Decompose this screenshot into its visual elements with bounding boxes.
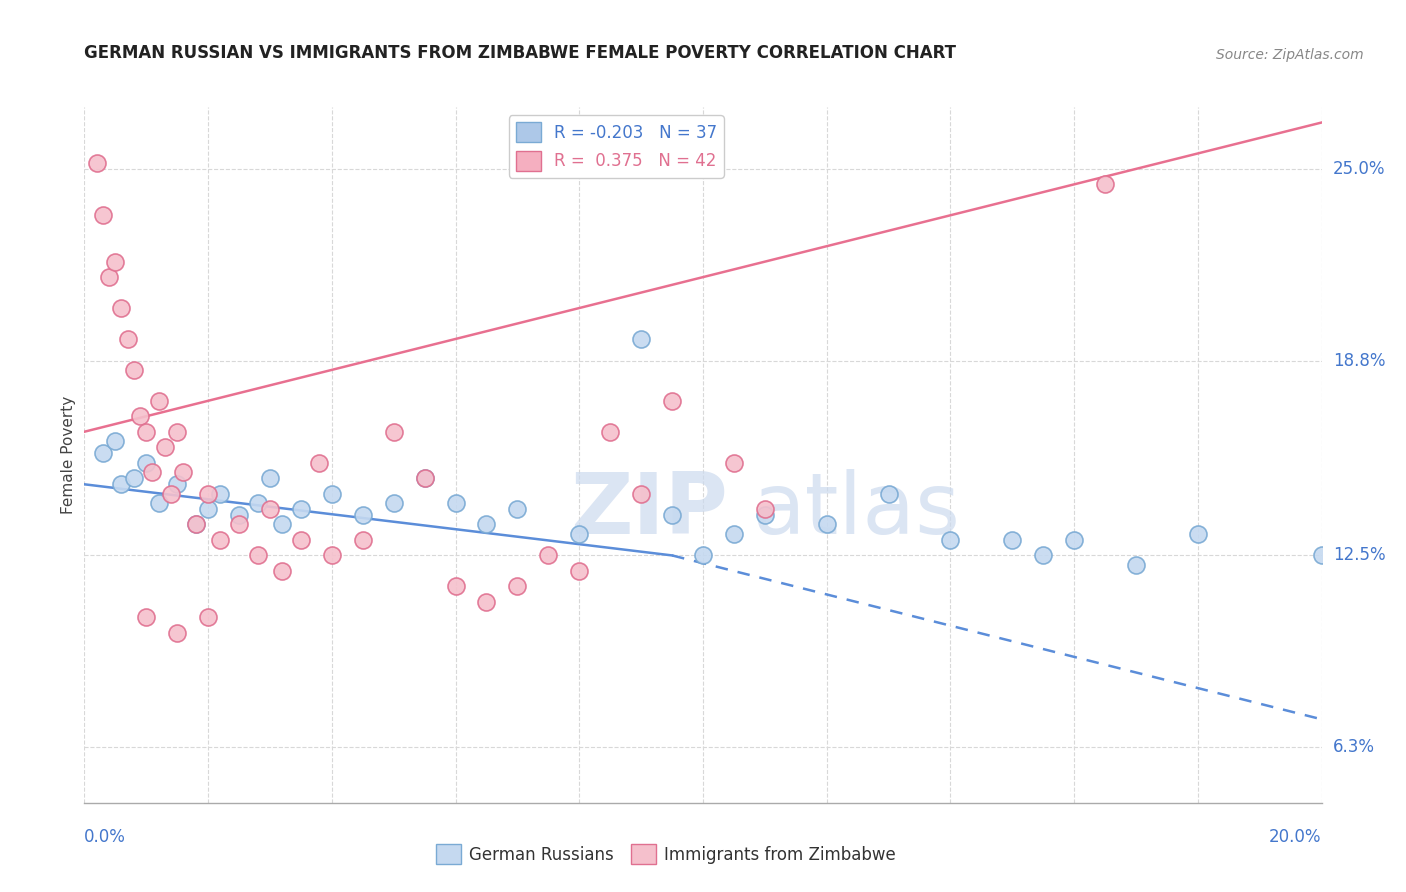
Text: ZIP: ZIP: [569, 469, 728, 552]
Point: [148, 393, 170, 408]
Point: [661, 393, 683, 408]
Point: [877, 486, 900, 500]
Point: [630, 486, 652, 500]
Point: [661, 508, 683, 523]
Point: [1310, 549, 1333, 563]
Point: [413, 471, 436, 485]
Point: [290, 502, 312, 516]
Point: [117, 332, 139, 346]
Point: [271, 564, 294, 578]
Point: [754, 508, 776, 523]
Point: [135, 610, 157, 624]
Point: [91, 446, 114, 460]
Point: [321, 549, 343, 563]
Point: [444, 496, 467, 510]
Point: [352, 508, 374, 523]
Point: [91, 208, 114, 222]
Point: [692, 549, 714, 563]
Point: [382, 496, 405, 510]
Text: 6.3%: 6.3%: [1333, 739, 1375, 756]
Point: [160, 486, 183, 500]
Point: [444, 579, 467, 593]
Point: [308, 456, 330, 470]
Point: [475, 517, 498, 532]
Point: [129, 409, 152, 424]
Point: [1032, 549, 1054, 563]
Point: [413, 471, 436, 485]
Text: 12.5%: 12.5%: [1333, 547, 1385, 565]
Point: [630, 332, 652, 346]
Point: [166, 425, 188, 439]
Point: [352, 533, 374, 547]
Point: [271, 517, 294, 532]
Text: GERMAN RUSSIAN VS IMMIGRANTS FROM ZIMBABWE FEMALE POVERTY CORRELATION CHART: GERMAN RUSSIAN VS IMMIGRANTS FROM ZIMBAB…: [84, 45, 956, 62]
Point: [209, 486, 232, 500]
Point: [568, 564, 591, 578]
Point: [228, 508, 250, 523]
Point: [259, 502, 281, 516]
Text: 20.0%: 20.0%: [1270, 828, 1322, 846]
Point: [506, 502, 529, 516]
Point: [197, 486, 219, 500]
Point: [568, 526, 591, 541]
Point: [104, 254, 127, 268]
Point: [599, 425, 621, 439]
Y-axis label: Female Poverty: Female Poverty: [60, 396, 76, 514]
Point: [98, 270, 121, 285]
Text: 25.0%: 25.0%: [1333, 160, 1385, 178]
Point: [166, 477, 188, 491]
Point: [259, 471, 281, 485]
Point: [246, 496, 269, 510]
Point: [135, 425, 157, 439]
Text: 0.0%: 0.0%: [84, 828, 127, 846]
Point: [110, 477, 132, 491]
Point: [172, 465, 194, 479]
Point: [135, 456, 157, 470]
Point: [153, 440, 176, 454]
Point: [723, 456, 745, 470]
Point: [382, 425, 405, 439]
Point: [537, 549, 560, 563]
Point: [1125, 558, 1147, 572]
Point: [141, 465, 163, 479]
Point: [290, 533, 312, 547]
Point: [184, 517, 207, 532]
Legend: German Russians, Immigrants from Zimbabwe: German Russians, Immigrants from Zimbabw…: [429, 838, 903, 871]
Point: [1094, 178, 1116, 192]
Point: [166, 625, 188, 640]
Point: [1187, 526, 1209, 541]
Point: [246, 549, 269, 563]
Point: [209, 533, 232, 547]
Point: [197, 610, 219, 624]
Point: [815, 517, 838, 532]
Point: [939, 533, 962, 547]
Point: [110, 301, 132, 315]
Point: [122, 363, 145, 377]
Text: Source: ZipAtlas.com: Source: ZipAtlas.com: [1216, 48, 1364, 62]
Point: [475, 595, 498, 609]
Point: [148, 496, 170, 510]
Text: atlas: atlas: [752, 469, 960, 552]
Text: 18.8%: 18.8%: [1333, 351, 1385, 369]
Point: [1001, 533, 1024, 547]
Point: [184, 517, 207, 532]
Point: [86, 155, 108, 169]
Point: [506, 579, 529, 593]
Point: [104, 434, 127, 448]
Point: [197, 502, 219, 516]
Point: [1063, 533, 1085, 547]
Point: [122, 471, 145, 485]
Point: [228, 517, 250, 532]
Point: [723, 526, 745, 541]
Point: [321, 486, 343, 500]
Point: [754, 502, 776, 516]
